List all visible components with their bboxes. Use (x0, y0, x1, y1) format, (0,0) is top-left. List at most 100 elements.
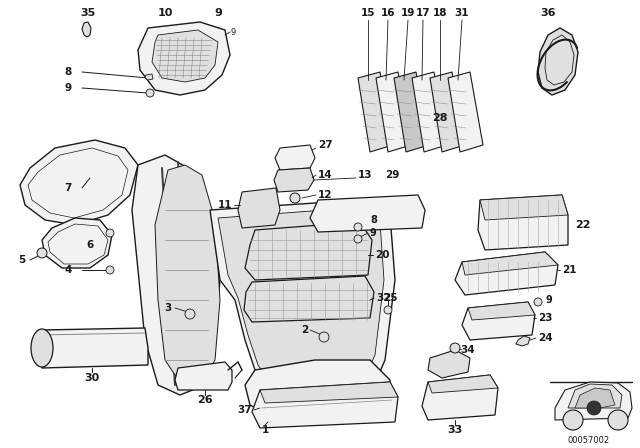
Text: 9: 9 (370, 228, 377, 238)
Circle shape (146, 89, 154, 97)
Polygon shape (538, 28, 578, 95)
Text: 25: 25 (383, 293, 397, 303)
Polygon shape (132, 155, 220, 395)
Polygon shape (155, 165, 220, 380)
Polygon shape (394, 72, 429, 152)
Text: 31: 31 (455, 8, 469, 18)
Polygon shape (568, 384, 622, 408)
Circle shape (534, 298, 542, 306)
Circle shape (450, 343, 460, 353)
Text: 21: 21 (562, 265, 577, 275)
Circle shape (106, 229, 114, 237)
Text: 13: 13 (358, 170, 372, 180)
Polygon shape (245, 222, 372, 280)
Polygon shape (152, 30, 218, 82)
Circle shape (608, 410, 628, 430)
Circle shape (37, 248, 47, 258)
Polygon shape (480, 195, 568, 220)
Polygon shape (455, 252, 558, 295)
Text: 10: 10 (157, 8, 173, 18)
Text: 24: 24 (538, 333, 552, 343)
Text: 28: 28 (432, 113, 448, 123)
Text: 16: 16 (381, 8, 396, 18)
Text: 2: 2 (301, 325, 308, 335)
Polygon shape (555, 382, 632, 420)
Text: 35: 35 (81, 8, 95, 18)
Text: 9: 9 (230, 27, 236, 36)
Circle shape (384, 306, 392, 314)
Polygon shape (252, 382, 398, 428)
Polygon shape (478, 195, 568, 250)
Text: 33: 33 (447, 425, 463, 435)
Polygon shape (462, 252, 558, 275)
Circle shape (106, 266, 114, 274)
Text: 9: 9 (214, 8, 222, 18)
Polygon shape (468, 302, 535, 320)
Polygon shape (358, 72, 393, 152)
Circle shape (185, 309, 195, 319)
Text: 9: 9 (545, 295, 552, 305)
Text: 19: 19 (401, 8, 415, 18)
Polygon shape (145, 74, 153, 80)
Polygon shape (448, 72, 483, 152)
Polygon shape (245, 360, 390, 420)
Text: 30: 30 (84, 373, 100, 383)
Polygon shape (42, 218, 112, 268)
Polygon shape (138, 22, 230, 95)
Polygon shape (428, 350, 470, 378)
Text: 18: 18 (433, 8, 447, 18)
Polygon shape (175, 362, 232, 390)
Polygon shape (218, 208, 384, 398)
Text: 22: 22 (575, 220, 591, 230)
Circle shape (290, 193, 300, 203)
Text: 11: 11 (218, 200, 232, 210)
Text: 14: 14 (318, 170, 333, 180)
Polygon shape (428, 375, 498, 393)
Polygon shape (462, 302, 535, 340)
Polygon shape (238, 188, 280, 228)
Text: 36: 36 (540, 8, 556, 18)
Text: 1: 1 (261, 425, 269, 435)
Text: 37: 37 (237, 405, 252, 415)
Text: 5: 5 (19, 255, 26, 265)
Polygon shape (376, 72, 411, 152)
Text: 20: 20 (375, 250, 390, 260)
Text: 26: 26 (197, 395, 213, 405)
Circle shape (319, 332, 329, 342)
Polygon shape (274, 168, 314, 192)
Polygon shape (210, 200, 395, 405)
Text: 27: 27 (318, 140, 333, 150)
Text: 29: 29 (385, 170, 399, 180)
Circle shape (587, 401, 601, 415)
Text: 15: 15 (361, 8, 375, 18)
Polygon shape (244, 276, 374, 322)
Ellipse shape (31, 329, 53, 367)
Text: 3: 3 (164, 303, 172, 313)
Text: 8: 8 (370, 215, 377, 225)
Text: 34: 34 (460, 345, 475, 355)
Text: 17: 17 (416, 8, 430, 18)
Polygon shape (412, 72, 447, 152)
Circle shape (563, 410, 583, 430)
Polygon shape (575, 388, 615, 408)
Polygon shape (20, 140, 138, 225)
Text: 32: 32 (376, 293, 390, 303)
Text: 7: 7 (64, 183, 72, 193)
Text: 12: 12 (318, 190, 333, 200)
Polygon shape (310, 195, 425, 232)
Text: 6: 6 (86, 240, 93, 250)
Polygon shape (422, 375, 498, 420)
Circle shape (354, 235, 362, 243)
Polygon shape (516, 336, 530, 346)
Text: 23: 23 (538, 313, 552, 323)
Text: 4: 4 (64, 265, 72, 275)
Text: 9: 9 (65, 83, 72, 93)
Circle shape (354, 223, 362, 231)
Text: 8: 8 (65, 67, 72, 77)
Polygon shape (275, 145, 315, 170)
Polygon shape (38, 328, 148, 368)
Polygon shape (260, 382, 398, 403)
Polygon shape (82, 22, 91, 37)
Text: 00057002: 00057002 (568, 435, 610, 444)
Polygon shape (430, 72, 465, 152)
